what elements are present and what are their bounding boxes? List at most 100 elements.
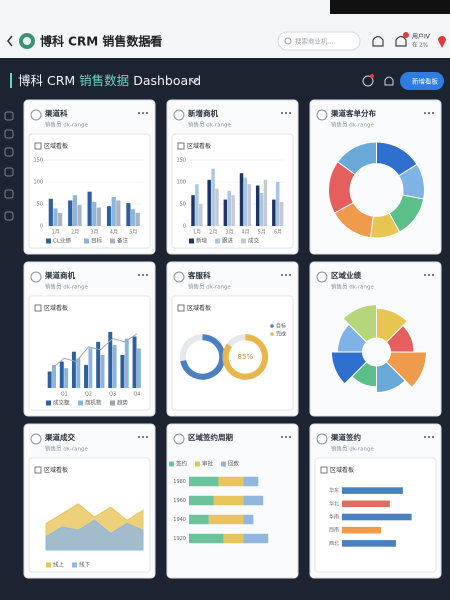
bar xyxy=(199,204,203,226)
menu-dot[interactable] xyxy=(281,436,283,438)
menu-dot[interactable] xyxy=(281,112,283,114)
x-tick-label: 2月 xyxy=(209,230,217,236)
bar xyxy=(243,533,269,544)
dashboard-title: 博科 CRM 销售数据 Dashboard xyxy=(18,73,201,88)
bar xyxy=(189,495,214,506)
panel-icon xyxy=(34,466,42,474)
panel-title: 区域看板 xyxy=(187,142,211,150)
menu-dot[interactable] xyxy=(142,274,144,276)
bar xyxy=(342,513,412,521)
card-subtitle: 销售员 dk-range xyxy=(331,121,375,129)
legend-swatch xyxy=(46,238,51,244)
bar xyxy=(111,196,116,226)
menu-dot[interactable] xyxy=(289,436,291,438)
menu-dot[interactable] xyxy=(146,274,148,276)
legend-label: 目标 xyxy=(91,237,103,245)
menu-dot[interactable] xyxy=(285,274,287,276)
y-tick-label: 0 xyxy=(183,224,186,230)
menu-dot[interactable] xyxy=(428,436,430,438)
card-icon xyxy=(173,433,185,445)
x-tick-label: 5月 xyxy=(129,230,137,236)
bar xyxy=(72,195,77,226)
y-tick-label: 100 xyxy=(33,180,43,186)
y-tick-label: 1920 xyxy=(173,536,186,542)
legend-label: 回款 xyxy=(228,460,240,468)
bar xyxy=(342,500,390,508)
menu-dot[interactable] xyxy=(142,112,144,114)
y-tick-label: 1960 xyxy=(173,498,186,504)
card-title: 渠道客单分布 xyxy=(330,108,376,118)
card-subtitle: 销售员 dk-range xyxy=(188,283,232,291)
search-box[interactable] xyxy=(277,31,361,51)
bar xyxy=(59,361,64,388)
bar xyxy=(227,190,231,226)
sidebar-icon[interactable] xyxy=(4,111,14,121)
y-tick-label: 西南 xyxy=(329,527,339,534)
bar xyxy=(135,212,140,226)
menu-dot[interactable] xyxy=(289,112,291,114)
bar xyxy=(272,199,276,226)
toolbar-icon[interactable] xyxy=(362,75,374,87)
new-board-button[interactable] xyxy=(400,72,444,90)
menu-dot[interactable] xyxy=(424,436,426,438)
menu-dot[interactable] xyxy=(138,112,140,114)
menu-dot[interactable] xyxy=(146,112,148,114)
x-tick-label: 3月 xyxy=(90,230,98,236)
menu-dot[interactable] xyxy=(142,436,144,438)
menu-dot[interactable] xyxy=(424,274,426,276)
notice-icon[interactable] xyxy=(395,35,407,47)
sidebar-icon[interactable] xyxy=(4,189,14,199)
menu-dot[interactable] xyxy=(432,436,434,438)
panel-icon xyxy=(177,142,185,150)
card-icon xyxy=(316,433,328,445)
bar xyxy=(47,371,52,388)
menu-dot[interactable] xyxy=(289,274,291,276)
menu-dot[interactable] xyxy=(281,274,283,276)
menu-dot[interactable] xyxy=(138,436,140,438)
menu-dot[interactable] xyxy=(428,112,430,114)
bar xyxy=(189,514,209,525)
y-tick-label: 华东 xyxy=(329,487,339,494)
x-tick-label: Q3 xyxy=(109,392,116,398)
sidebar-icon[interactable] xyxy=(4,211,14,221)
legend-swatch xyxy=(46,400,51,406)
sidebar-icon[interactable] xyxy=(4,167,14,177)
bar xyxy=(211,168,215,226)
panel-icon xyxy=(177,304,185,312)
new-board-label: 新增看板 xyxy=(412,77,439,86)
y-tick-label: 华南 xyxy=(329,514,339,521)
menu-dot[interactable] xyxy=(432,112,434,114)
bar xyxy=(87,191,92,226)
toolbar-bell[interactable] xyxy=(384,76,394,86)
x-tick-label: 1月 xyxy=(52,230,60,236)
menu-dot[interactable] xyxy=(285,436,287,438)
legend-swatch xyxy=(46,562,51,568)
sidebar-icon[interactable] xyxy=(4,129,14,139)
menu-dot[interactable] xyxy=(424,112,426,114)
bar xyxy=(215,188,219,226)
title-chevron[interactable] xyxy=(144,38,154,44)
menu-dot[interactable] xyxy=(432,274,434,276)
bell-icon[interactable] xyxy=(372,35,384,47)
sidebar-icon[interactable] xyxy=(4,147,14,157)
y-tick-label: 1980 xyxy=(173,479,186,485)
menu-dot[interactable] xyxy=(428,274,430,276)
legend-label: 新增 xyxy=(196,237,207,245)
bar xyxy=(342,526,382,534)
bar xyxy=(223,199,228,226)
x-tick-label: 5月 xyxy=(258,230,266,236)
user-name: 用户IV xyxy=(412,33,431,41)
card-background xyxy=(309,261,442,417)
menu-dot[interactable] xyxy=(285,112,287,114)
menu-dot[interactable] xyxy=(146,436,148,438)
back-button[interactable] xyxy=(7,35,13,47)
panel-title: 区域看板 xyxy=(44,142,68,150)
legend-swatch xyxy=(110,400,115,406)
bar xyxy=(76,358,81,388)
rose-segment xyxy=(385,351,428,389)
menu-dot[interactable] xyxy=(138,274,140,276)
toolbar-chevron[interactable] xyxy=(189,78,199,84)
bar xyxy=(126,203,131,226)
